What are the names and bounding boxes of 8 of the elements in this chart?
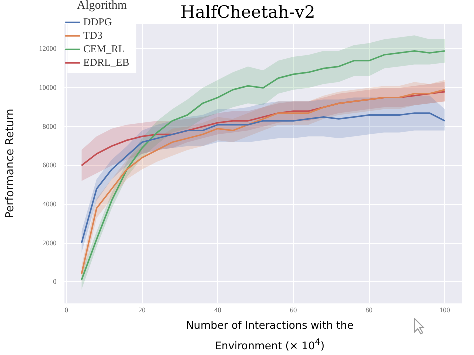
chart-title: HalfCheetah-v2 <box>180 2 316 24</box>
legend-label: EDRL_EB <box>83 58 130 69</box>
legend-label: DDPG <box>83 17 112 28</box>
legend-label: CEM_RL <box>83 44 125 56</box>
x-axis-title: Number of Interactions with the Environment (× 10$^{4}$) <box>185 319 355 354</box>
legend-title: Algorithm <box>77 0 128 12</box>
legend-label: TD3 <box>83 30 103 42</box>
y-axis-title: Performance Return <box>3 108 16 219</box>
